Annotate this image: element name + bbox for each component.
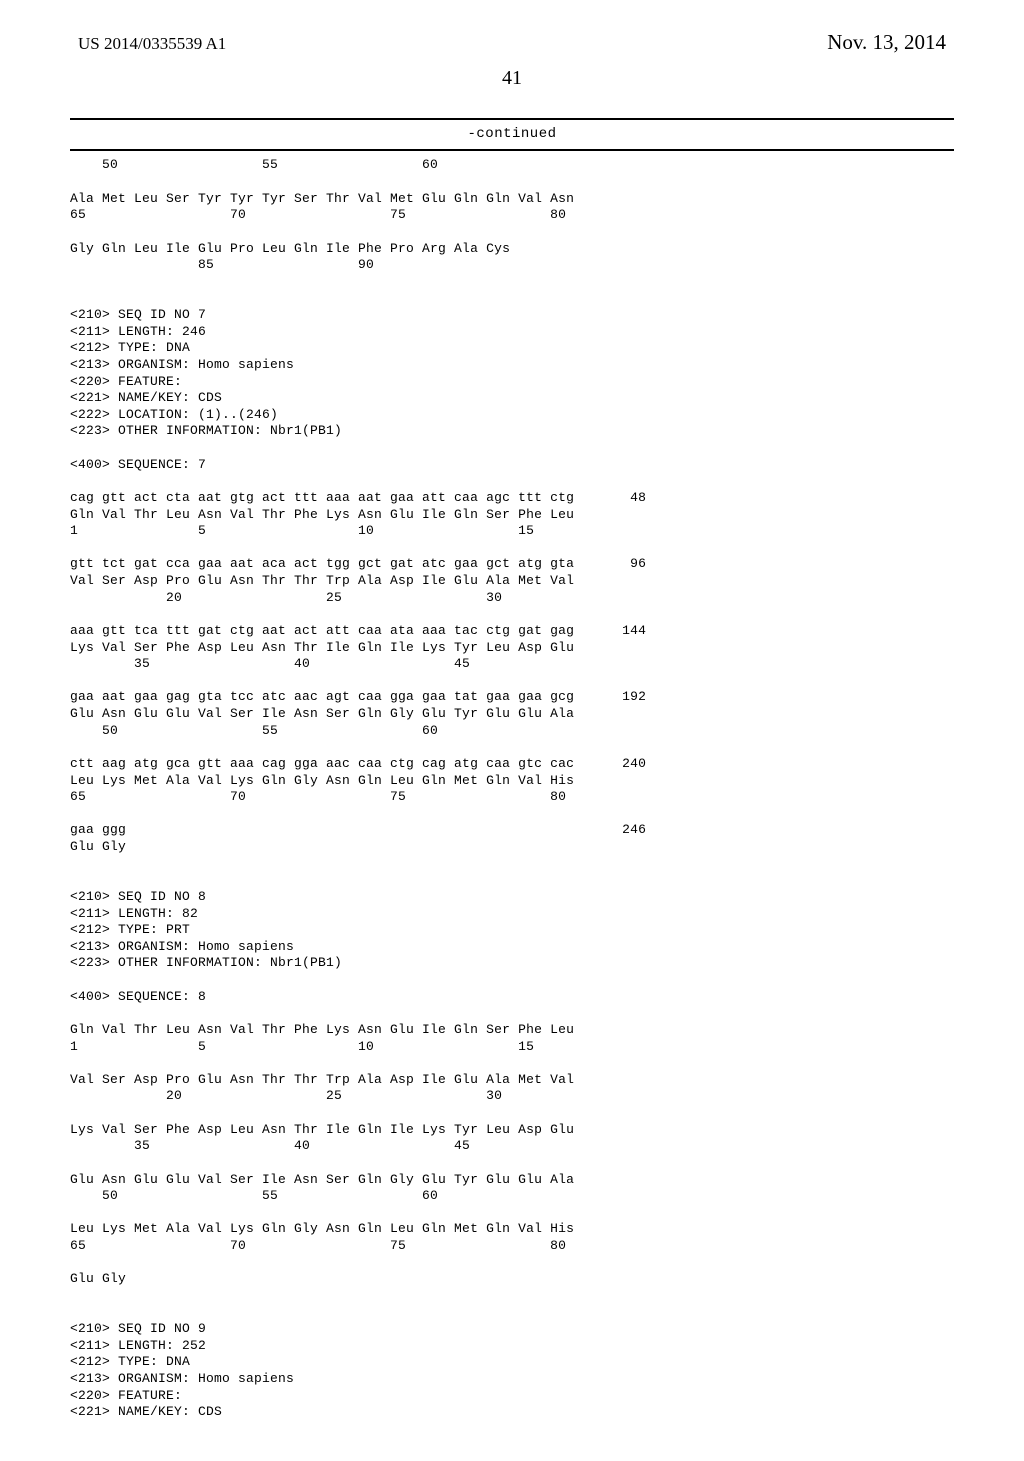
- publication-number: US 2014/0335539 A1: [78, 34, 226, 54]
- page-number: 41: [70, 67, 954, 90]
- publication-date: Nov. 13, 2014: [827, 30, 946, 55]
- sequence-listing: 50 55 60 Ala Met Leu Ser Tyr Tyr Tyr Ser…: [70, 157, 954, 1421]
- continued-divider: -continued: [70, 118, 954, 151]
- page-header: US 2014/0335539 A1 Nov. 13, 2014: [70, 30, 954, 55]
- continued-label: -continued: [467, 126, 556, 142]
